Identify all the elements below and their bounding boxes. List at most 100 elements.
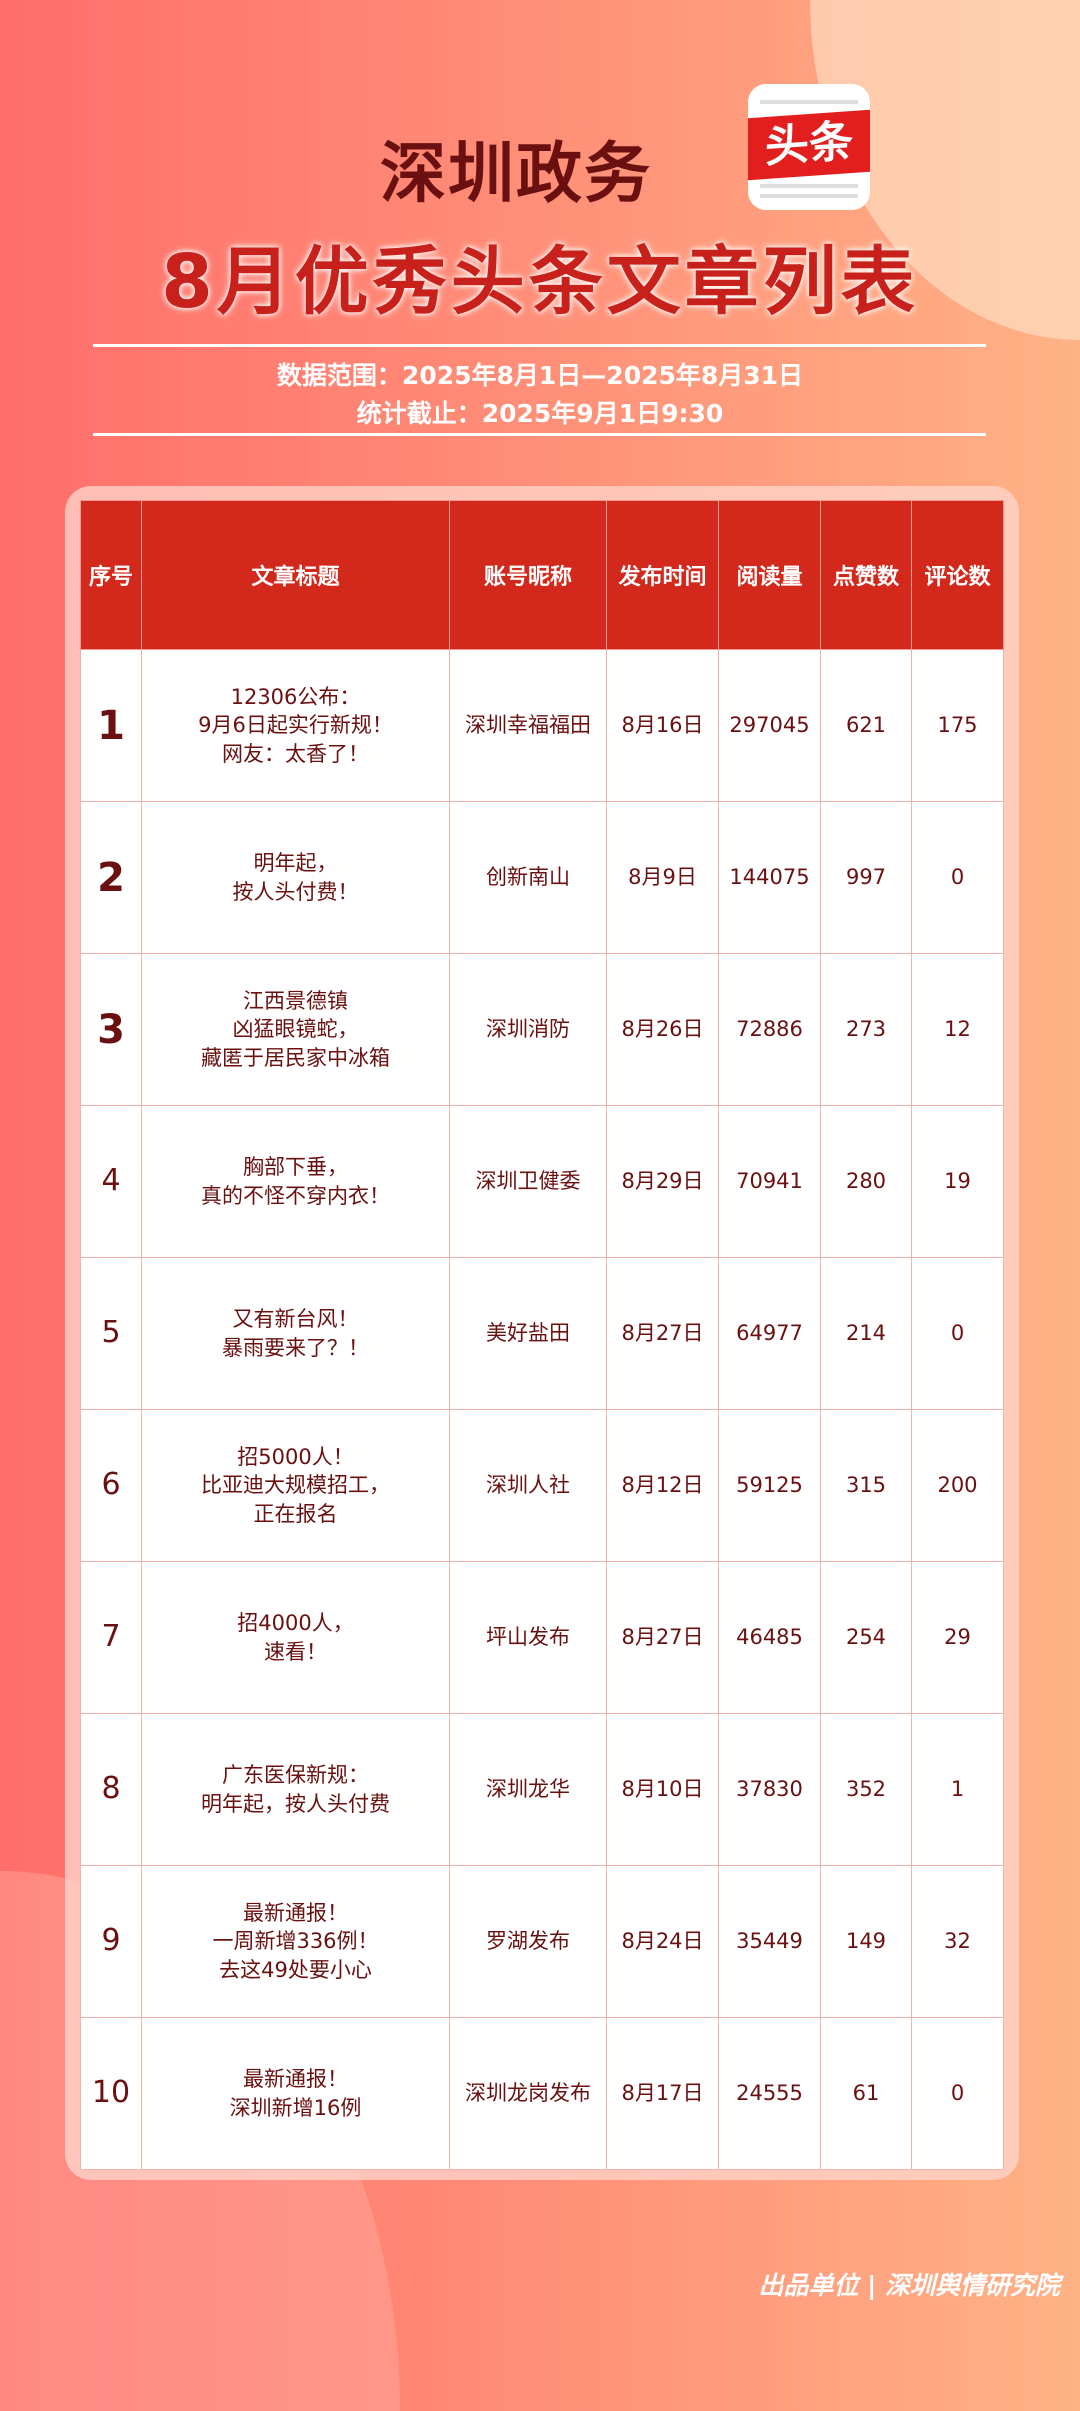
date-cell: 8月12日 [606, 1409, 719, 1562]
column-header: 文章标题 [141, 500, 450, 650]
logo-text: 头条 [748, 109, 870, 181]
likes-cell: 621 [820, 649, 912, 802]
reads-cell: 35449 [718, 1865, 821, 2018]
title-line: 招5000人！ [237, 1444, 354, 1469]
title-line: 明年起，按人头付费 [201, 1791, 390, 1816]
rank-cell: 9 [80, 1865, 142, 2018]
comments-cell: 19 [911, 1105, 1004, 1258]
rank-cell: 4 [80, 1105, 142, 1258]
rank-cell: 5 [80, 1257, 142, 1410]
date-cell: 8月26日 [606, 953, 719, 1106]
column-header: 点赞数 [820, 500, 912, 650]
title-line: 网友：太香了！ [222, 741, 369, 766]
title-line: 招4000人， [237, 1611, 354, 1636]
date-cell: 8月9日 [606, 801, 719, 954]
comments-cell: 0 [911, 1257, 1004, 1410]
title-cell: 明年起， 按人头付费！ [141, 801, 450, 954]
comments-cell: 1 [911, 1713, 1004, 1866]
footer-credit: 出品单位 | 深圳舆情研究院 [758, 2271, 1060, 2300]
table-row: 6 招5000人！ 比亚迪大规模招工， 正在报名 深圳人社 8月12日 59125 315 20… [80, 1409, 1004, 1562]
articles-table: 序号 文章标题 账号昵称 发布时间 阅读量 点赞数 评论数 1 12306公布： 9月6日起实行… [80, 500, 1004, 2170]
comments-cell: 200 [911, 1409, 1004, 1562]
rank-cell: 10 [80, 2017, 142, 2170]
account-cell: 美好盐田 [449, 1257, 607, 1410]
title-line: 藏匿于居民家中冰箱 [201, 1045, 390, 1070]
account-cell: 深圳龙岗发布 [449, 2017, 607, 2170]
title-cell: 广东医保新规： 明年起，按人头付费 [141, 1713, 450, 1866]
account-cell: 创新南山 [449, 801, 607, 954]
title-line: 正在报名 [253, 1501, 338, 1526]
table-row: 4 胸部下垂， 真的不怪不穿内衣！ 深圳卫健委 8月29日 70941 280 19 [80, 1105, 1004, 1258]
cutoff-time: 统计截止：2025年9月1日9:30 [356, 399, 724, 428]
date-cell: 8月29日 [606, 1105, 719, 1258]
account-cell: 深圳幸福福田 [449, 649, 607, 802]
account-cell: 深圳龙华 [449, 1713, 607, 1866]
date-cell: 8月17日 [606, 2017, 719, 2170]
likes-cell: 214 [820, 1257, 912, 1410]
reads-cell: 144075 [718, 801, 821, 954]
column-header: 账号昵称 [449, 500, 607, 650]
title-line: 最新通报！ [243, 2067, 348, 2092]
title-line: 去这49处要小心 [219, 1957, 372, 1982]
date-cell: 8月10日 [606, 1713, 719, 1866]
title-line: 凶猛眼镜蛇， [232, 1017, 359, 1042]
title-line: 广东医保新规： [222, 1763, 369, 1788]
rank-cell: 1 [80, 649, 142, 802]
page-title: 8月优秀头条文章列表 [161, 239, 919, 325]
title-line: 明年起， [253, 851, 338, 876]
rank-cell: 6 [80, 1409, 142, 1562]
reads-cell: 70941 [718, 1105, 821, 1258]
comments-cell: 0 [911, 801, 1004, 954]
title-cell: 最新通报！ 深圳新增16例 [141, 2017, 450, 2170]
account-cell: 深圳卫健委 [449, 1105, 607, 1258]
table-row: 10 最新通报！ 深圳新增16例 深圳龙岗发布 8月17日 24555 61 0 [80, 2017, 1004, 2170]
account-cell: 深圳消防 [449, 953, 607, 1106]
reads-cell: 72886 [718, 953, 821, 1106]
comments-cell: 175 [911, 649, 1004, 802]
toutiao-logo: 头条 [748, 84, 870, 210]
column-header: 序号 [80, 500, 142, 650]
title-line: 又有新台风！ [232, 1307, 359, 1332]
date-cell: 8月24日 [606, 1865, 719, 2018]
title-line: 比亚迪大规模招工， [201, 1473, 390, 1498]
title-cell: 江西景德镇凶猛眼镜蛇， 藏匿于居民家中冰箱 [141, 953, 450, 1106]
table-row: 2 明年起， 按人头付费！ 创新南山 8月9日 144075 997 0 [80, 801, 1004, 954]
table-row: 9 最新通报！ 一周新增336例！ 去这49处要小心 罗湖发布 8月24日 35449 149… [80, 1865, 1004, 2018]
reads-cell: 64977 [718, 1257, 821, 1410]
title-cell: 又有新台风！ 暴雨要来了？！ [141, 1257, 450, 1410]
title-line: 9月6日起实行新规！ [198, 713, 393, 738]
table-row: 1 12306公布： 9月6日起实行新规！ 网友：太香了！ 深圳幸福福田 8月16日 297… [80, 649, 1004, 802]
title-line: 暴雨要来了？！ [222, 1335, 369, 1360]
brand-title: 深圳政务 [380, 135, 652, 212]
table-header: 序号 文章标题 账号昵称 发布时间 阅读量 点赞数 评论数 [80, 500, 1004, 650]
likes-cell: 273 [820, 953, 912, 1106]
table-row: 5 又有新台风！ 暴雨要来了？！ 美好盐田 8月27日 64977 214 0 [80, 1257, 1004, 1410]
title-line: 最新通报！ [243, 1900, 348, 1925]
divider [93, 433, 986, 436]
date-cell: 8月27日 [606, 1257, 719, 1410]
comments-cell: 32 [911, 1865, 1004, 2018]
column-header: 发布时间 [606, 500, 719, 650]
rank-cell: 3 [80, 953, 142, 1106]
title-cell: 胸部下垂， 真的不怪不穿内衣！ [141, 1105, 450, 1258]
rank-cell: 7 [80, 1561, 142, 1714]
title-cell: 最新通报！ 一周新增336例！ 去这49处要小心 [141, 1865, 450, 2018]
account-cell: 坪山发布 [449, 1561, 607, 1714]
title-line: 速看！ [264, 1639, 327, 1664]
date-cell: 8月27日 [606, 1561, 719, 1714]
reads-cell: 297045 [718, 649, 821, 802]
comments-cell: 29 [911, 1561, 1004, 1714]
likes-cell: 997 [820, 801, 912, 954]
title-line: 一周新增336例！ [212, 1929, 379, 1954]
title-line: 真的不怪不穿内衣！ [201, 1183, 390, 1208]
divider [93, 344, 986, 347]
account-cell: 深圳人社 [449, 1409, 607, 1562]
date-cell: 8月16日 [606, 649, 719, 802]
reads-cell: 59125 [718, 1409, 821, 1562]
rank-cell: 8 [80, 1713, 142, 1866]
comments-cell: 0 [911, 2017, 1004, 2170]
likes-cell: 352 [820, 1713, 912, 1866]
likes-cell: 280 [820, 1105, 912, 1258]
table-row: 7 招4000人， 速看！ 坪山发布 8月27日 46485 254 29 [80, 1561, 1004, 1714]
title-line: 江西景德镇 [243, 988, 348, 1013]
